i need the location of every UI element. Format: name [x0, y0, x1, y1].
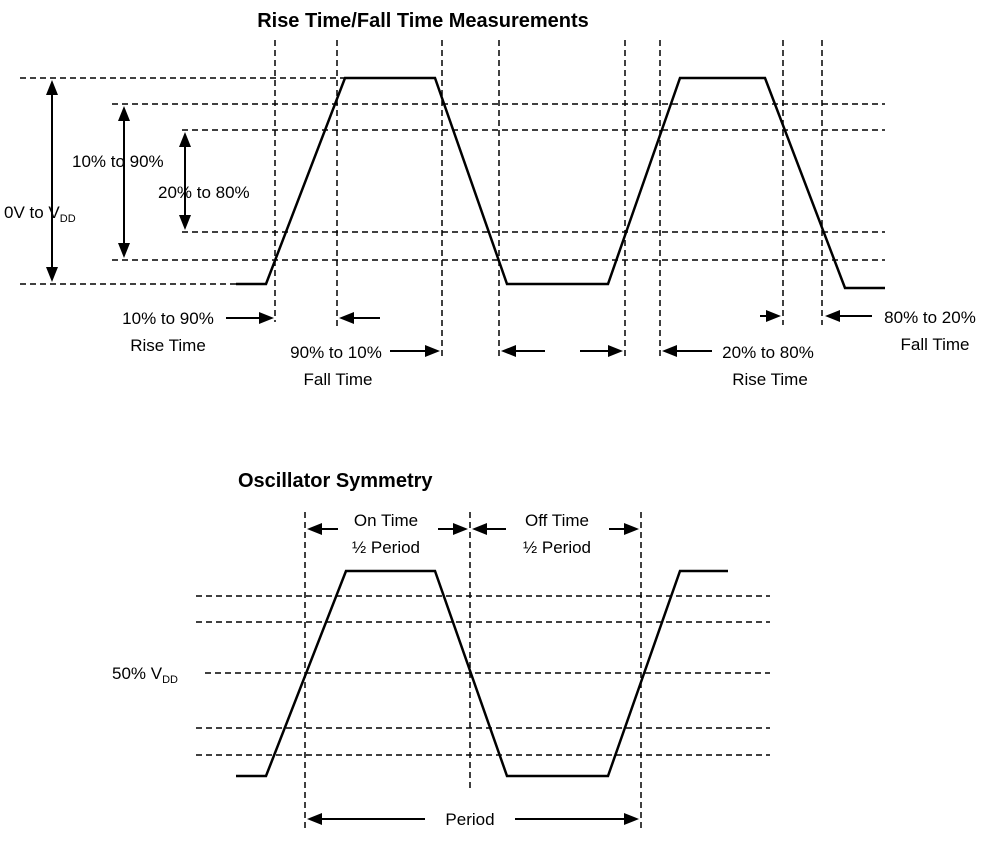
off-time-label-line1: Off Time — [525, 511, 589, 530]
rise-fall-waveform — [236, 76, 885, 290]
period-arrow-left-head — [307, 813, 322, 825]
oscillator-symmetry-title: Oscillator Symmetry — [238, 470, 433, 492]
oscillator-waveform — [236, 569, 728, 778]
range-10-90-label: 10% to 90% — [72, 152, 164, 171]
period-arrow-right-head — [624, 813, 639, 825]
vdd50-label: 50% VDD — [112, 664, 178, 686]
on-time-arrow-right-head — [453, 523, 468, 535]
rise-fall-title: Rise Time/Fall Time Measurements — [257, 10, 589, 32]
off-time-arrow-left-head — [472, 523, 487, 535]
rise-10-90-arrow-right-head — [339, 312, 354, 324]
range-10-90-top-head — [118, 106, 130, 121]
fall-80-20-arrow-left-head — [766, 310, 781, 322]
off-time-label-line2: ½ Period — [523, 538, 591, 557]
on-time-label-line2: ½ Period — [352, 538, 420, 557]
gap-arrow-left-head — [501, 345, 516, 357]
rise-10-90-arrow-left-head — [259, 312, 274, 324]
gap-arrow-right-head — [608, 345, 623, 357]
range-20-80-top-head — [179, 132, 191, 147]
rise-20-80-arrow-head — [662, 345, 677, 357]
fall-80-20-label-line1: 80% to 20% — [884, 308, 976, 327]
rise-20-80-label-line1: 20% to 80% — [722, 343, 814, 362]
amplitude-arrow-bottom-head — [46, 267, 58, 282]
fall-90-10-arrow-head — [425, 345, 440, 357]
range-20-80-bottom-head — [179, 215, 191, 230]
amplitude-label: 0V to VDD — [4, 203, 76, 225]
fall-90-10-label-line2: Fall Time — [304, 370, 373, 389]
period-label: Period — [445, 810, 494, 829]
on-time-arrow-left-head — [307, 523, 322, 535]
amplitude-arrow-top-head — [46, 80, 58, 95]
rise-10-90-label-line2: Rise Time — [130, 336, 206, 355]
on-time-label-line1: On Time — [354, 511, 418, 530]
rise-10-90-label-line1: 10% to 90% — [122, 309, 214, 328]
rise-20-80-label-line2: Rise Time — [732, 370, 808, 389]
range-20-80-label: 20% to 80% — [158, 183, 250, 202]
fall-80-20-arrow-right-head — [825, 310, 840, 322]
fall-80-20-label-line2: Fall Time — [901, 335, 970, 354]
off-time-arrow-right-head — [624, 523, 639, 535]
range-10-90-bottom-head — [118, 243, 130, 258]
fall-90-10-label-line1: 90% to 10% — [290, 343, 382, 362]
